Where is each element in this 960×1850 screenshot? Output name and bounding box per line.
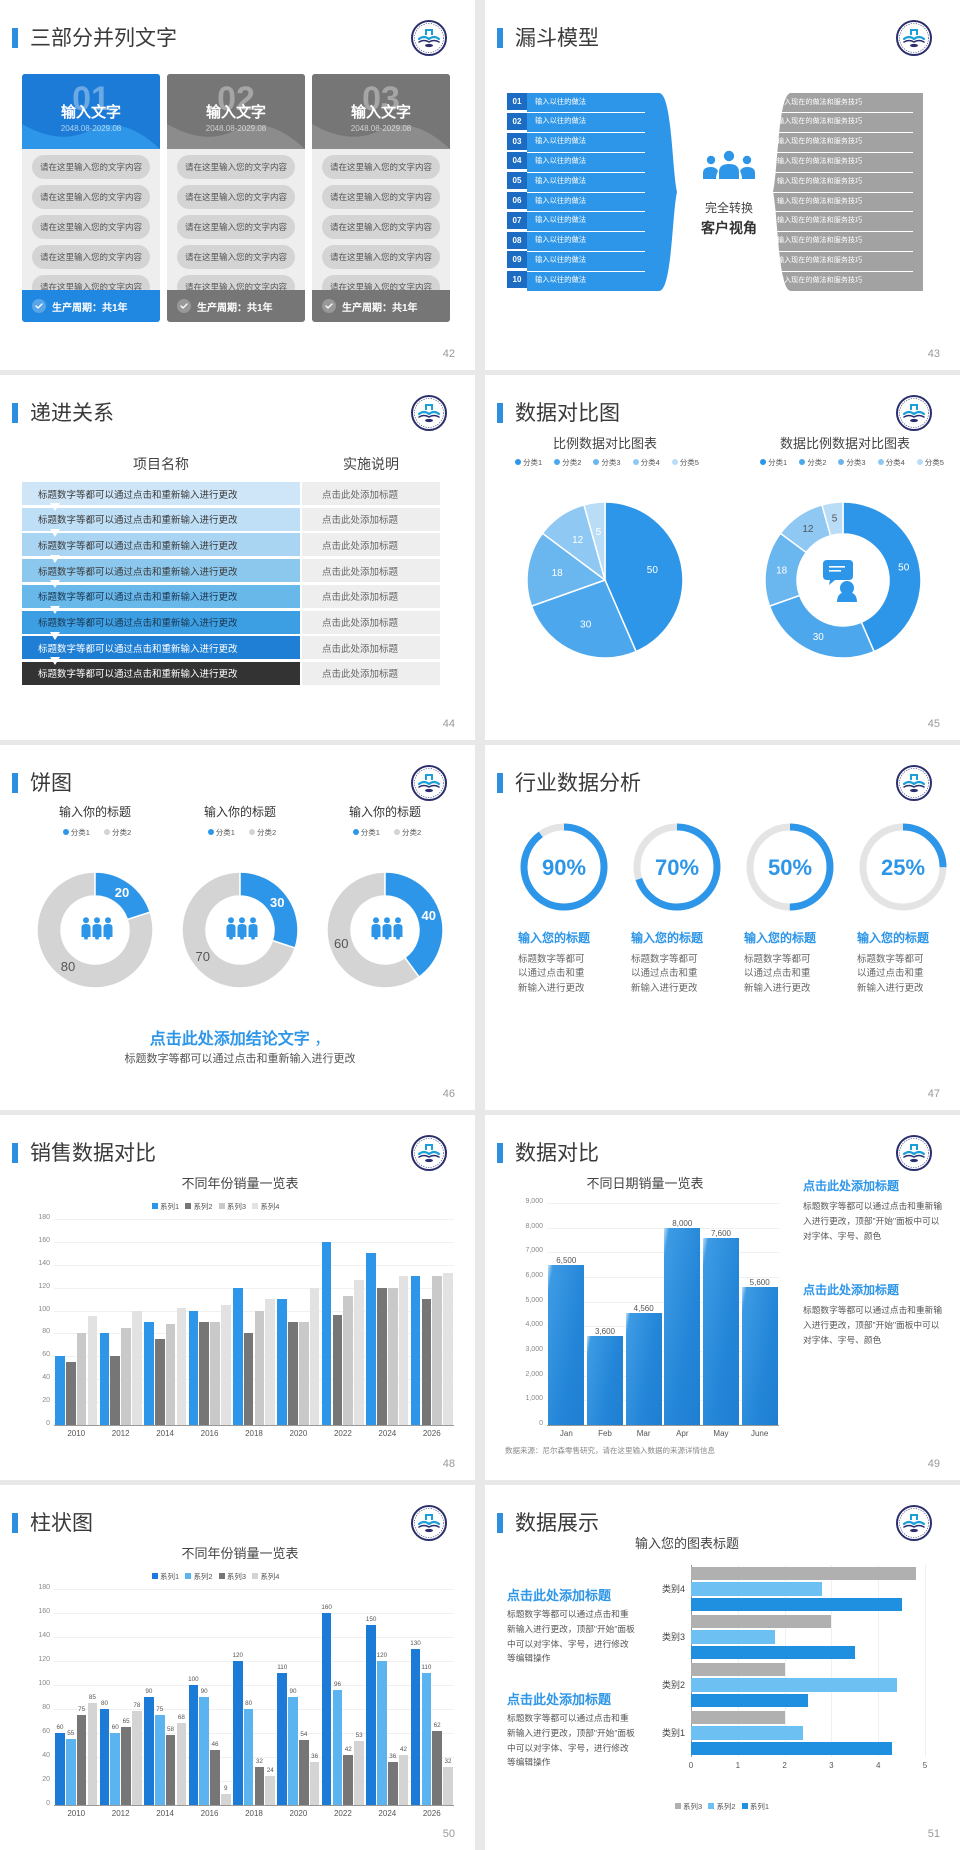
svg-text:50: 50 bbox=[898, 562, 910, 573]
svg-text:30: 30 bbox=[813, 632, 825, 643]
svg-text:40: 40 bbox=[422, 908, 436, 923]
svg-text:18: 18 bbox=[776, 566, 788, 577]
svg-text:12: 12 bbox=[802, 524, 814, 535]
svg-text:5: 5 bbox=[832, 514, 838, 525]
